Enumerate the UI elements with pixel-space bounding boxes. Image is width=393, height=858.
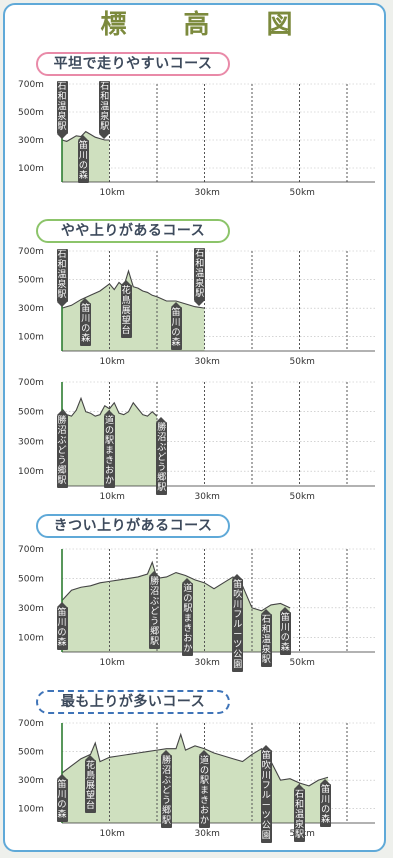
elevation-chart-flat: 100m 300m 500m 700m 10km 30km 50km 石和温泉駅 笛川の森 石和温… (0, 76, 393, 204)
y-tick-label: 700m (18, 247, 44, 257)
x-tick-label: 50km (290, 658, 315, 668)
waypoint-label: 石和温泉駅 (194, 248, 206, 307)
elevation-chart-slight-1: 100m 300m 500m 700m 10km 30km 50km 石和温泉駅 笛川の森 花鳥展… (0, 243, 393, 373)
elevation-area (62, 271, 205, 351)
y-tick-label: 700m (18, 378, 44, 388)
y-tick-label: 300m (18, 136, 44, 146)
waypoint-label: 勝沼ぶどう郷駅 (161, 749, 172, 828)
elevation-line (61, 732, 329, 787)
chart-svg: 100m 300m 500m 700m 10km 30km 50km (18, 247, 375, 367)
x-tick-label: 10km (100, 829, 125, 839)
waypoint-label: 道の駅まきおか (104, 409, 115, 488)
waypoint-label: 石和温泉駅 (260, 608, 272, 667)
y-tick-label: 500m (18, 276, 44, 286)
y-tick-label: 500m (18, 108, 44, 118)
x-tick-label: 50km (290, 188, 315, 198)
x-tick-label: 30km (195, 188, 220, 198)
y-tick-label: 700m (18, 80, 44, 90)
waypoint-label: 勝沼ぶどう郷駅 (56, 409, 68, 488)
waypoint-label: 石和温泉駅 (99, 81, 111, 139)
x-tick-label: 10km (100, 188, 125, 198)
elevation-line (61, 130, 110, 142)
waypoint-label: 笛川の森 (80, 298, 92, 347)
y-tick-label: 300m (18, 437, 44, 447)
elevation-line (61, 560, 291, 612)
waypoint-label: 笛川の森 (170, 302, 182, 350)
waypoint-label: 石和温泉駅 (56, 249, 68, 308)
waypoint-label: 笛川の森 (77, 135, 89, 184)
y-tick-label: 100m (18, 467, 44, 477)
waypoint-label: 勝沼ぶどう郷駅 (149, 571, 161, 650)
elevation-chart-steep: 100m 300m 500m 700m 10km 30km 50km 笛川の森 勝沼ぶどう郷駅 道… (0, 541, 393, 674)
waypoint-label: 石和温泉駅 (294, 784, 305, 842)
waypoint-label: 笛川の森 (56, 774, 68, 822)
course-title-slight: やや上りがあるコース (36, 219, 230, 243)
x-tick-label: 30km (195, 658, 220, 668)
y-tick-label: 100m (18, 805, 44, 815)
x-tick-label: 10km (100, 492, 125, 502)
y-tick-label: 700m (18, 719, 44, 729)
y-tick-label: 100m (18, 633, 44, 643)
elevation-chart-most: 100m300m500m700m10km30km50km笛川の森花鳥展望台勝沼ぶ… (0, 715, 393, 845)
y-tick-label: 300m (18, 776, 44, 786)
course-title-flat: 平坦で走りやすいコース (36, 52, 230, 76)
waypoint-label: 笛川の森 (320, 779, 332, 827)
waypoint-label: 花鳥展望台 (85, 755, 96, 814)
course-title-steep: きつい上りがあるコース (36, 514, 230, 538)
y-tick-label: 500m (18, 748, 44, 758)
waypoint-label: 笛吹川フルーツ公園 (260, 745, 272, 843)
elevation-chart-slight-2: 100m 300m 500m 700m 10km 30km 50km 勝沼ぶどう郷駅 道の駅まき… (0, 374, 393, 508)
waypoint-label: 勝沼ぶどう郷駅 (156, 417, 168, 496)
chart-svg: 100m 300m 500m 700m 10km 30km 50km (18, 80, 375, 198)
waypoint-label: 笛吹川フルーツ公園 (232, 574, 244, 672)
waypoint-label: 道の駅まきおか (182, 577, 194, 656)
waypoint-label: 花鳥展望台 (120, 279, 132, 338)
y-tick-label: 300m (18, 304, 44, 314)
x-tick-label: 30km (195, 829, 220, 839)
page-title: 標 高 図 (100, 10, 317, 40)
x-tick-label: 10km (100, 658, 125, 668)
x-tick-label: 50km (290, 357, 315, 367)
y-tick-label: 700m (18, 545, 44, 555)
elevation-line (61, 396, 158, 417)
x-tick-label: 10km (100, 357, 125, 367)
waypoint-label: 道の駅まきおか (199, 749, 210, 828)
x-tick-label: 50km (290, 492, 315, 502)
waypoint-label: 笛川の森 (279, 606, 291, 655)
y-tick-label: 100m (18, 333, 44, 343)
x-tick-label: 30km (195, 357, 220, 367)
waypoint-label: 石和温泉駅 (56, 81, 68, 139)
y-tick-label: 500m (18, 408, 44, 418)
y-tick-label: 100m (18, 164, 44, 174)
course-title-most: 最も上りが多いコース (36, 690, 230, 714)
y-tick-label: 300m (18, 604, 44, 614)
waypoint-label: 笛川の森 (56, 601, 68, 650)
elevation-area (62, 562, 290, 652)
y-tick-label: 500m (18, 574, 44, 584)
x-tick-label: 30km (195, 492, 220, 502)
elevation-line (61, 269, 205, 309)
